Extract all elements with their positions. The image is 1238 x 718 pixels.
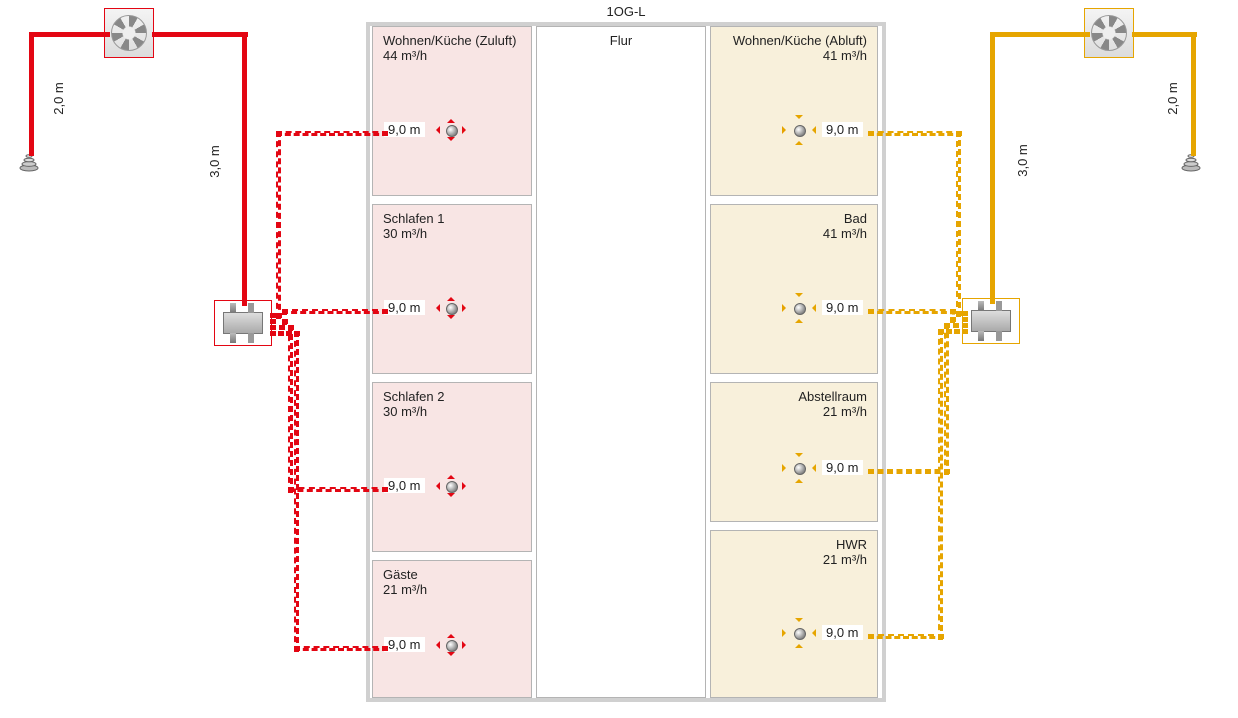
room-corridor: Flur [536, 26, 706, 698]
room-rate: 21 m³/h [721, 404, 867, 419]
fan-icon [111, 15, 147, 51]
room-label: Gäste [383, 567, 521, 582]
exhaust-room-3: HWR 21 m³/h [710, 530, 878, 698]
room-label: Wohnen/Küche (Zuluft) [383, 33, 521, 48]
exhaust-outlet-duct [1191, 32, 1196, 156]
supply-room-0: Wohnen/Küche (Zuluft) 44 m³/h [372, 26, 532, 196]
supply-duct [276, 131, 388, 136]
room-rate: 21 m³/h [721, 552, 867, 567]
building-title: 1OG-L [366, 4, 886, 19]
exhaust-outlet-duct [1132, 32, 1197, 37]
room-label: Bad [721, 211, 867, 226]
supply-duct [288, 487, 388, 492]
supply-vent-icon [434, 638, 468, 655]
exhaust-vent-icon [782, 626, 816, 643]
exhaust-room-0: Wohnen/Küche (Abluft) 41 m³/h [710, 26, 878, 196]
supply-room-2: Schlafen 2 30 m³/h [372, 382, 532, 552]
supply-duct [282, 309, 388, 314]
exhaust-vent-icon [782, 461, 816, 478]
exhaust-duct [956, 131, 961, 317]
fan-icon [1091, 15, 1127, 51]
vent-length-label: 9,0 m [384, 637, 425, 652]
room-label: HWR [721, 537, 867, 552]
room-rate: 41 m³/h [721, 48, 867, 63]
vent-length-label: 9,0 m [384, 300, 425, 315]
supply-vent-icon [434, 123, 468, 140]
room-label: Abstellraum [721, 389, 867, 404]
supply-vent-icon [434, 301, 468, 318]
supply-room-1: Schlafen 1 30 m³/h [372, 204, 532, 374]
exhaust-duct [938, 329, 943, 640]
exhaust-vent-icon [782, 123, 816, 140]
supply-outlet-duct [29, 32, 34, 156]
exhaust-room-1: Bad 41 m³/h [710, 204, 878, 374]
exhaust-vent-icon [782, 301, 816, 318]
supply-outlet-length: 2,0 m [51, 82, 66, 115]
supply-distributor [214, 300, 272, 346]
supply-vent-icon [434, 479, 468, 496]
exhaust-duct [868, 634, 944, 639]
supply-fan [104, 8, 154, 58]
supply-trunk [242, 56, 247, 306]
exhaust-duct [868, 309, 956, 314]
vent-length-label: 9,0 m [384, 478, 425, 493]
exhaust-trunk [990, 32, 1090, 37]
supply-trunk [152, 32, 248, 37]
supply-duct [294, 331, 299, 652]
supply-duct [276, 131, 281, 319]
exhaust-duct [868, 131, 962, 136]
exhaust-trunk [990, 32, 995, 304]
room-rate: 30 m³/h [383, 404, 521, 419]
exhaust-fan [1084, 8, 1134, 58]
room-label: Schlafen 2 [383, 389, 521, 404]
room-label: Wohnen/Küche (Abluft) [721, 33, 867, 48]
room-rate: 44 m³/h [383, 48, 521, 63]
exhaust-distributor [962, 298, 1020, 344]
room-label: Flur [547, 33, 695, 48]
supply-outlet-duct [29, 32, 110, 37]
vent-length-label: 9,0 m [822, 460, 863, 475]
room-rate: 21 m³/h [383, 582, 521, 597]
room-rate: 30 m³/h [383, 226, 521, 241]
exhaust-room-2: Abstellraum 21 m³/h [710, 382, 878, 522]
vent-length-label: 9,0 m [822, 122, 863, 137]
supply-duct [288, 325, 293, 493]
supply-duct [294, 646, 388, 651]
manifold-icon [971, 310, 1011, 332]
vent-length-label: 9,0 m [822, 300, 863, 315]
manifold-icon [223, 312, 263, 334]
supply-trunk-length: 3,0 m [207, 145, 222, 178]
room-rate: 41 m³/h [721, 226, 867, 241]
exhaust-trunk-length: 3,0 m [1015, 144, 1030, 177]
vent-length-label: 9,0 m [384, 122, 425, 137]
supply-trunk [242, 32, 247, 62]
exhaust-duct [944, 323, 949, 475]
exhaust-outlet-length: 2,0 m [1165, 82, 1180, 115]
room-label: Schlafen 1 [383, 211, 521, 226]
vent-length-label: 9,0 m [822, 625, 863, 640]
